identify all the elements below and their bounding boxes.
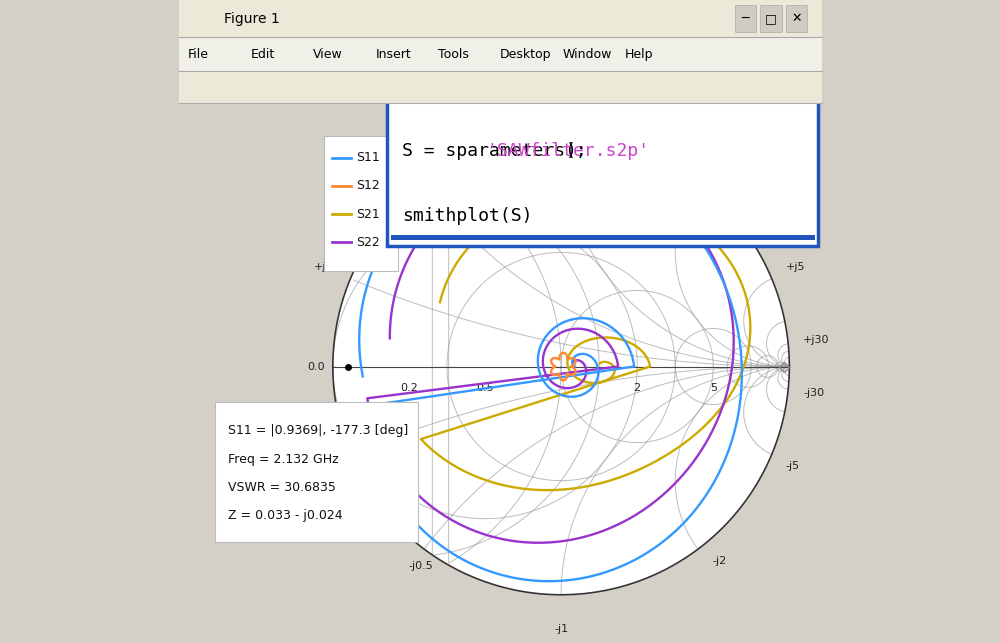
Bar bbox=[735, 5, 756, 32]
Text: 0.5: 0.5 bbox=[476, 383, 494, 393]
FancyBboxPatch shape bbox=[324, 136, 398, 271]
Text: -j2: -j2 bbox=[712, 556, 726, 566]
Text: Z = 0.033 - j0.024: Z = 0.033 - j0.024 bbox=[228, 509, 343, 522]
Bar bbox=[786, 5, 807, 32]
Text: S11 = |0.9369|, -177.3 [deg]: S11 = |0.9369|, -177.3 [deg] bbox=[228, 424, 408, 437]
Text: -j0.5: -j0.5 bbox=[409, 561, 433, 571]
Text: Insert: Insert bbox=[375, 48, 411, 60]
Text: +j0.5: +j0.5 bbox=[406, 162, 436, 172]
Text: +j30: +j30 bbox=[803, 335, 829, 345]
Text: File: File bbox=[188, 48, 209, 60]
Text: Figure 1: Figure 1 bbox=[224, 12, 279, 26]
Bar bbox=[178, 0, 822, 37]
Text: 0.2: 0.2 bbox=[400, 383, 418, 393]
Text: Help: Help bbox=[625, 48, 653, 60]
Text: S11: S11 bbox=[356, 151, 380, 164]
Bar bbox=[178, 71, 822, 103]
Text: smithplot(S): smithplot(S) bbox=[402, 207, 533, 225]
Text: View: View bbox=[313, 48, 343, 60]
Text: S22: S22 bbox=[356, 236, 380, 249]
Text: );: ); bbox=[566, 142, 587, 160]
Text: -j1: -j1 bbox=[554, 624, 568, 634]
Bar bbox=[760, 5, 782, 32]
Text: □: □ bbox=[765, 12, 777, 25]
FancyBboxPatch shape bbox=[215, 402, 418, 542]
Text: VSWR = 30.6835: VSWR = 30.6835 bbox=[228, 481, 336, 494]
Text: 5: 5 bbox=[710, 383, 717, 393]
Text: 0.0: 0.0 bbox=[307, 361, 325, 372]
Bar bbox=[178, 37, 822, 71]
Text: 2: 2 bbox=[634, 383, 641, 393]
Text: Tools: Tools bbox=[438, 48, 469, 60]
Text: 'SAWfilter.s2p': 'SAWfilter.s2p' bbox=[487, 142, 650, 160]
Text: Freq = 2.132 GHz: Freq = 2.132 GHz bbox=[228, 453, 339, 466]
Text: Window: Window bbox=[562, 48, 612, 60]
Text: Edit: Edit bbox=[251, 48, 275, 60]
Text: -j30: -j30 bbox=[803, 388, 824, 398]
Text: -j5: -j5 bbox=[786, 461, 800, 471]
Text: ─: ─ bbox=[742, 12, 749, 25]
Text: +j0.2: +j0.2 bbox=[314, 262, 344, 272]
Text: S12: S12 bbox=[356, 179, 380, 192]
FancyBboxPatch shape bbox=[387, 100, 818, 246]
Text: Desktop: Desktop bbox=[500, 48, 552, 60]
Text: +j5: +j5 bbox=[786, 262, 805, 272]
Text: S = sparameters(: S = sparameters( bbox=[402, 142, 576, 160]
Circle shape bbox=[333, 138, 789, 595]
Bar bbox=[391, 235, 815, 240]
Text: S21: S21 bbox=[356, 208, 380, 221]
Text: ✕: ✕ bbox=[791, 12, 802, 25]
Text: +j2: +j2 bbox=[712, 167, 732, 177]
